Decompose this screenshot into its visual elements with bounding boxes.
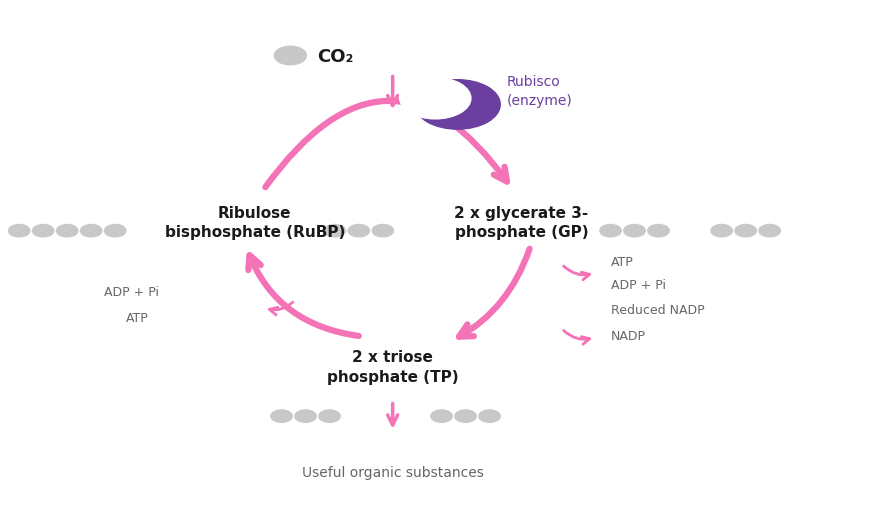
FancyArrowPatch shape — [564, 330, 590, 344]
Circle shape — [80, 224, 102, 237]
Circle shape — [318, 410, 340, 422]
Text: ATP: ATP — [610, 256, 633, 269]
Circle shape — [479, 410, 500, 422]
Text: 2 x triose
phosphate (TP): 2 x triose phosphate (TP) — [326, 350, 458, 384]
Circle shape — [32, 224, 54, 237]
FancyArrowPatch shape — [388, 76, 398, 106]
FancyArrowPatch shape — [459, 249, 530, 337]
Text: Useful organic substances: Useful organic substances — [301, 466, 483, 480]
Circle shape — [9, 224, 29, 237]
Circle shape — [400, 78, 471, 119]
Circle shape — [104, 224, 126, 237]
Circle shape — [735, 224, 756, 237]
Circle shape — [455, 410, 476, 422]
Circle shape — [759, 224, 780, 237]
FancyArrowPatch shape — [564, 266, 590, 280]
Text: Reduced NADP: Reduced NADP — [610, 304, 704, 317]
Text: 2 x glycerate 3-
phosphate (GP): 2 x glycerate 3- phosphate (GP) — [454, 206, 589, 240]
FancyArrowPatch shape — [248, 255, 359, 336]
Circle shape — [271, 410, 293, 422]
Text: ATP: ATP — [126, 312, 149, 325]
Circle shape — [324, 224, 345, 237]
FancyArrowPatch shape — [269, 302, 293, 315]
Circle shape — [599, 224, 621, 237]
Circle shape — [711, 224, 732, 237]
Circle shape — [624, 224, 645, 237]
FancyArrowPatch shape — [265, 101, 507, 187]
FancyArrowPatch shape — [388, 404, 398, 425]
Text: ADP + Pi: ADP + Pi — [610, 279, 665, 292]
Circle shape — [648, 224, 669, 237]
Circle shape — [372, 224, 393, 237]
Circle shape — [348, 224, 369, 237]
Circle shape — [431, 410, 452, 422]
Circle shape — [295, 410, 316, 422]
Text: Ribulose
bisphosphate (RuBP): Ribulose bisphosphate (RuBP) — [165, 206, 345, 240]
Text: CO₂: CO₂ — [317, 48, 353, 65]
Text: NADP: NADP — [610, 330, 646, 343]
Text: ADP + Pi: ADP + Pi — [103, 286, 159, 299]
Circle shape — [415, 80, 500, 129]
Text: Rubisco
(enzyme): Rubisco (enzyme) — [507, 75, 572, 108]
Circle shape — [56, 224, 78, 237]
Circle shape — [275, 46, 306, 65]
